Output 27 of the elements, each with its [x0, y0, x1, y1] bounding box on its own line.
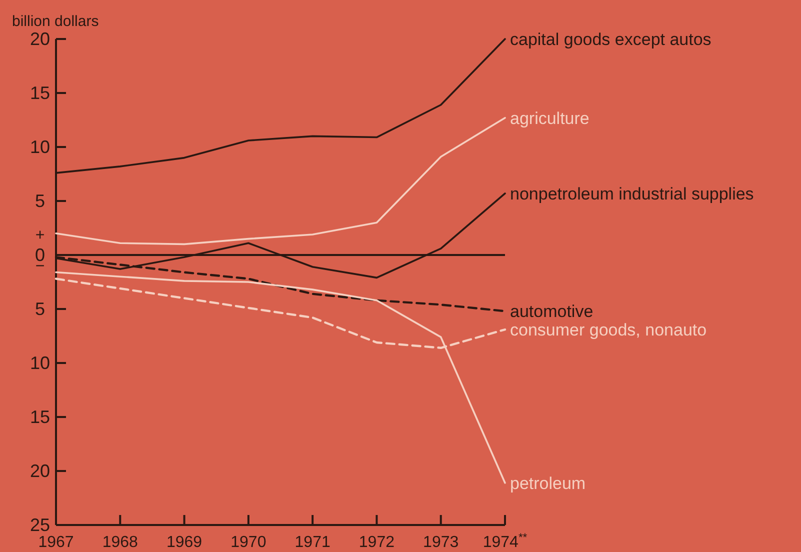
y-tick-label: 15: [30, 83, 50, 103]
y-tick-label: 25: [30, 515, 50, 535]
y-tick-label: 5: [34, 299, 46, 319]
y-tick-label: 10: [30, 353, 50, 373]
y-tick-label: 15: [30, 407, 50, 427]
line-series: [55, 271, 506, 484]
x-tick-label: 1969: [166, 534, 202, 551]
x-tick-label: 1971: [294, 534, 330, 551]
x-tick-label: 1970: [230, 534, 266, 551]
y-tick-label: 10: [30, 137, 50, 157]
y-axis-title: billion dollars: [12, 13, 99, 30]
x-tick-label: 1974$^{**}$: [482, 532, 528, 551]
y-tick-label: 5: [34, 191, 46, 211]
series-label: capital goods except autos: [510, 30, 712, 49]
x-tick-label: 1972: [358, 534, 395, 551]
line-series: [55, 116, 506, 246]
series-label: automotive: [510, 302, 594, 322]
y-tick-label: 20: [30, 29, 50, 49]
text: +: [35, 227, 45, 244]
x-tick-label: 1973: [423, 534, 459, 551]
x-tick-label: 1968: [102, 534, 138, 551]
series-label: nonpetroleum industrial supplies: [510, 184, 754, 204]
series-label: agriculture: [510, 108, 590, 128]
series-label: petroleum: [510, 474, 586, 493]
y-tick-label: 20: [30, 461, 50, 481]
series-label: consumer goods, nonauto: [510, 320, 707, 340]
x-tick-label: 1967: [38, 534, 74, 551]
